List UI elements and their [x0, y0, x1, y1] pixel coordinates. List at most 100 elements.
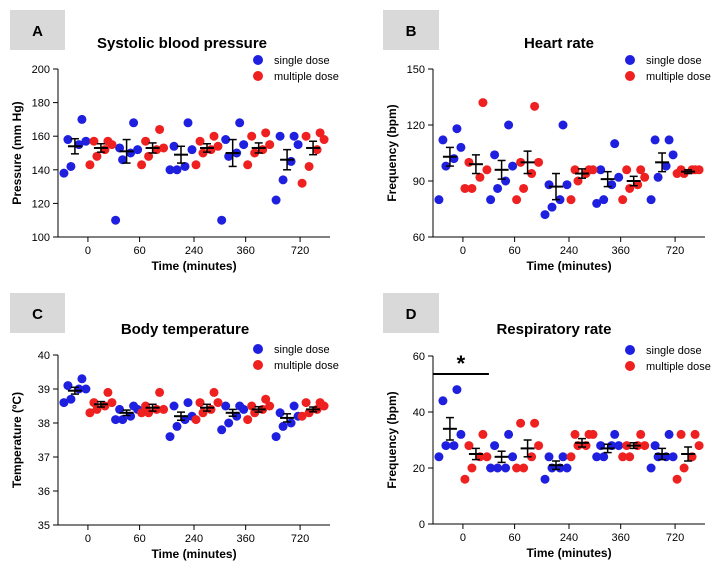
data-point: [111, 215, 121, 225]
y-tick-label: 40: [413, 407, 425, 419]
data-point: [224, 151, 234, 161]
data-point: [81, 384, 91, 394]
data-point: [89, 398, 99, 408]
legend-label: single dose: [274, 55, 330, 67]
data-point: [694, 441, 704, 451]
data-point: [679, 463, 689, 473]
legend-label: single dose: [646, 345, 702, 357]
chart-title: Heart rate: [524, 35, 594, 52]
legend-marker: [625, 71, 635, 81]
y-tick-label: 140: [32, 165, 50, 177]
data-point: [478, 98, 488, 108]
legend-marker: [625, 345, 635, 355]
data-point: [607, 180, 617, 190]
data-point: [516, 418, 526, 428]
data-point: [508, 161, 518, 171]
data-point: [198, 148, 208, 158]
data-point: [141, 136, 151, 146]
legend-label: multiple dose: [646, 71, 711, 83]
data-point: [464, 157, 474, 167]
data-point: [315, 398, 325, 408]
data-point: [486, 463, 496, 473]
data-point: [118, 415, 128, 425]
data-point: [592, 452, 602, 462]
x-tick-label: 60: [133, 533, 145, 545]
data-point: [206, 404, 216, 414]
data-point: [85, 408, 95, 418]
legend-marker: [253, 360, 263, 370]
legend-marker: [253, 71, 263, 81]
data-point: [650, 441, 660, 451]
data-point: [275, 408, 285, 418]
data-point: [289, 401, 299, 411]
x-tick-label: 60: [133, 245, 145, 257]
data-point: [224, 418, 234, 428]
data-point: [452, 385, 462, 395]
y-tick-label: 160: [32, 131, 50, 143]
data-point: [183, 398, 193, 408]
panel-label: C: [32, 306, 43, 323]
data-point: [596, 165, 606, 175]
data-point: [530, 101, 540, 111]
data-point: [221, 401, 231, 411]
y-tick-label: 0: [419, 519, 425, 531]
data-point: [261, 394, 271, 404]
y-tick-label: 39: [38, 384, 50, 396]
panel-label: A: [32, 23, 43, 40]
y-tick-label: 90: [413, 176, 425, 188]
data-point: [137, 408, 147, 418]
data-point: [534, 441, 544, 451]
data-point: [460, 474, 470, 484]
data-point: [169, 401, 179, 411]
data-point: [449, 441, 459, 451]
x-axis-label: Time (minutes): [526, 546, 611, 560]
data-point: [508, 452, 518, 462]
y-axis-label: Frequency (bpm): [385, 104, 399, 201]
x-tick-label: 360: [237, 245, 255, 257]
data-point: [85, 160, 95, 170]
data-point: [63, 381, 73, 391]
y-axis-label: Pressure (mm Hg): [10, 101, 24, 204]
chart-title: Body temperature: [121, 321, 249, 338]
y-tick-label: 60: [413, 232, 425, 244]
panel-label-box: [10, 10, 65, 50]
data-point: [676, 429, 686, 439]
data-point: [668, 452, 678, 462]
data-point: [187, 145, 197, 155]
x-tick-label: 240: [560, 245, 578, 257]
data-point: [504, 429, 514, 439]
data-point: [118, 155, 128, 165]
data-point: [540, 474, 550, 484]
data-point: [618, 195, 628, 205]
y-tick-label: 37: [38, 452, 50, 464]
data-point: [198, 408, 208, 418]
legend-label: multiple dose: [646, 361, 711, 373]
y-tick-label: 60: [413, 351, 425, 363]
data-point: [622, 165, 632, 175]
data-point: [247, 131, 257, 141]
data-point: [66, 394, 76, 404]
data-point: [129, 401, 139, 411]
data-point: [534, 157, 544, 167]
data-point: [646, 463, 656, 473]
data-point: [63, 135, 73, 145]
data-point: [172, 165, 182, 175]
x-tick-label: 720: [666, 245, 684, 257]
data-point: [265, 140, 275, 150]
data-point: [304, 161, 314, 171]
data-point: [584, 429, 594, 439]
data-point: [235, 118, 245, 128]
data-point: [482, 452, 492, 462]
data-point: [129, 118, 139, 128]
data-point: [599, 452, 609, 462]
data-point: [247, 401, 257, 411]
data-point: [519, 463, 529, 473]
panel-d: D Respiratory rate 0 20 40 60 0 60 240 360 720 Time…: [383, 293, 711, 560]
data-point: [235, 401, 245, 411]
data-point: [159, 143, 169, 153]
data-point: [614, 172, 624, 182]
data-point: [209, 131, 219, 141]
chart-title: Systolic blood pressure: [97, 35, 267, 52]
x-tick-label: 240: [560, 532, 578, 544]
